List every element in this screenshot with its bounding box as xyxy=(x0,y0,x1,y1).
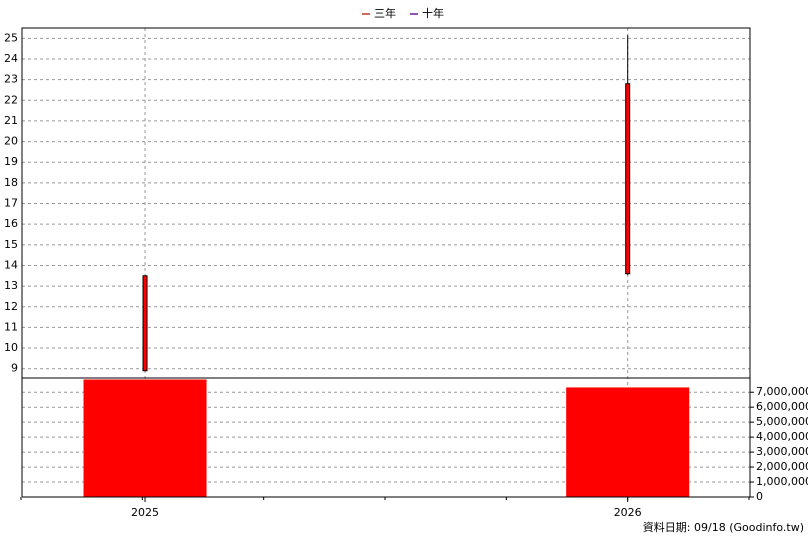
x-tick-label: 2025 xyxy=(131,506,159,519)
y2-tick-label: 3,000,000 xyxy=(756,445,808,458)
candle-body xyxy=(625,83,631,275)
y2-tick-label: 4,000,000 xyxy=(756,430,808,443)
candle-body xyxy=(142,275,148,372)
y-tick-label: 16 xyxy=(4,217,18,230)
volume-bar xyxy=(83,379,207,497)
volume-bar xyxy=(566,387,690,497)
legend-label: 十年 xyxy=(422,6,444,20)
y-tick-label: 23 xyxy=(4,73,18,86)
y-tick-label: 20 xyxy=(4,135,18,148)
y2-tick-label: 0 xyxy=(756,490,763,503)
y2-tick-label: 1,000,000 xyxy=(756,475,808,488)
y-tick-label: 24 xyxy=(4,52,18,65)
y-tick-label: 22 xyxy=(4,93,18,106)
y-tick-label: 12 xyxy=(4,300,18,313)
y-tick-label: 18 xyxy=(4,176,18,189)
y-tick-label: 15 xyxy=(4,238,18,251)
y-tick-label: 11 xyxy=(4,320,18,333)
y-tick-label: 19 xyxy=(4,155,18,168)
y2-tick-label: 2,000,000 xyxy=(756,460,808,473)
y-tick-label: 25 xyxy=(4,31,18,44)
footer: 資料日期: 09/18 (Goodinfo.tw) xyxy=(643,520,804,534)
y2-tick-label: 5,000,000 xyxy=(756,415,808,428)
y-tick-label: 9 xyxy=(11,362,18,375)
y-tick-label: 14 xyxy=(4,258,18,271)
y2-tick-label: 6,000,000 xyxy=(756,400,808,413)
y-tick-label: 21 xyxy=(4,114,18,127)
y-tick-label: 17 xyxy=(4,197,18,210)
y-tick-label: 13 xyxy=(4,279,18,292)
x-tick-label: 2026 xyxy=(614,506,642,519)
legend-label: 三年 xyxy=(374,6,396,20)
y2-tick-label: 7,000,000 xyxy=(756,385,808,398)
y-tick-label: 10 xyxy=(4,341,18,354)
